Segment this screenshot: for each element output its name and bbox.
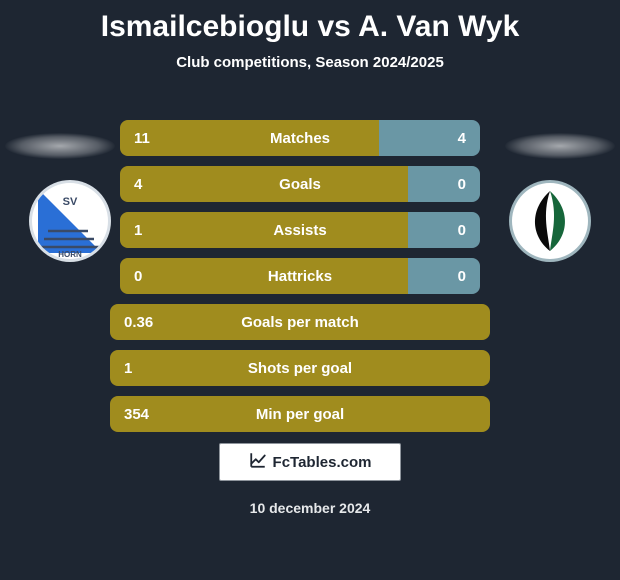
chart-icon	[249, 451, 267, 473]
stat-right-value: 0	[408, 258, 480, 294]
fctables-text: FcTables.com	[273, 454, 372, 471]
stat-bars: 114Matches 40Goals 10Assists 00Hattricks 0.3…	[0, 120, 620, 442]
stat-right-value: 0	[408, 212, 480, 248]
stat-left-value: 11	[120, 120, 379, 156]
stat-right-value: 0	[408, 166, 480, 202]
stat-row: 10Assists	[120, 212, 480, 248]
vs-separator: vs	[317, 10, 350, 43]
stat-left-value: 0	[120, 258, 408, 294]
stat-left-value: 1	[110, 350, 490, 386]
stat-row: 0.36Goals per match	[110, 304, 490, 340]
stat-row: 40Goals	[120, 166, 480, 202]
stat-left-value: 1	[120, 212, 408, 248]
date-text: 10 december 2024	[0, 500, 620, 516]
page-title: Ismailcebioglu vs A. Van Wyk	[0, 10, 620, 44]
stat-row: 00Hattricks	[120, 258, 480, 294]
stat-row: 114Matches	[120, 120, 480, 156]
player1-name: Ismailcebioglu	[101, 10, 309, 43]
fctables-watermark: FcTables.com	[219, 443, 401, 481]
stat-row: 1Shots per goal	[110, 350, 490, 386]
stat-right-value: 4	[379, 120, 480, 156]
player2-name: A. Van Wyk	[358, 10, 519, 43]
stat-row: 354Min per goal	[110, 396, 490, 432]
subtitle: Club competitions, Season 2024/2025	[0, 54, 620, 71]
stat-left-value: 0.36	[110, 304, 490, 340]
stat-left-value: 354	[110, 396, 490, 432]
stat-left-value: 4	[120, 166, 408, 202]
